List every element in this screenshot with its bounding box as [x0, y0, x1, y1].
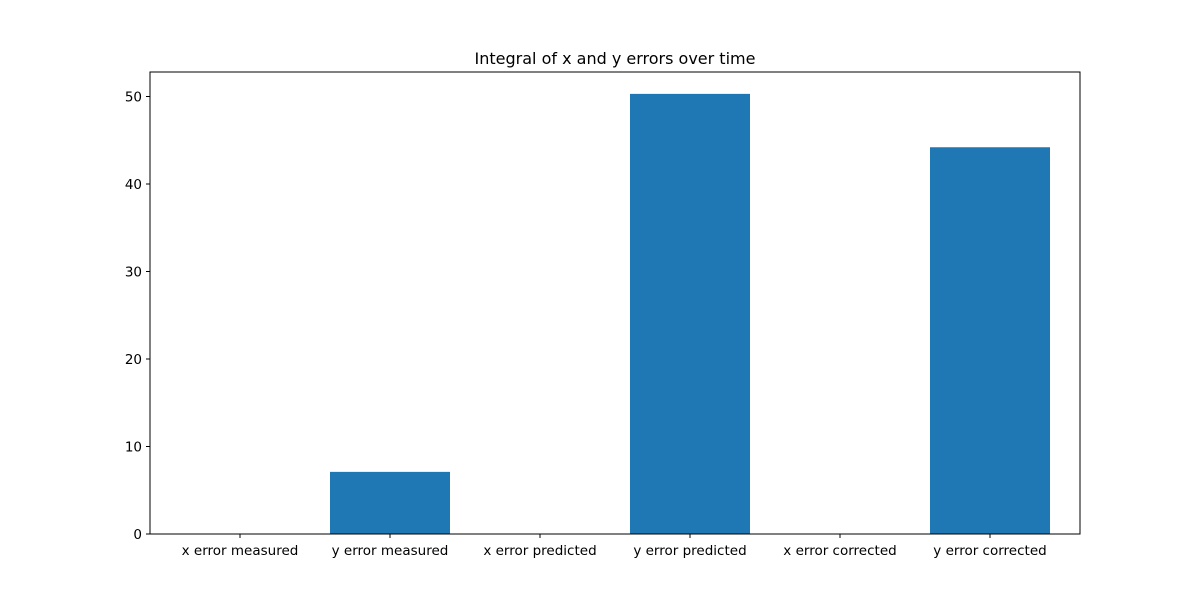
- x-tick-label: y error corrected: [933, 543, 1046, 559]
- y-tick-label: 50: [125, 90, 142, 106]
- y-tick-label: 10: [125, 440, 142, 456]
- bar-5: [930, 147, 1050, 534]
- x-tick-label: x error predicted: [483, 543, 596, 559]
- x-tick-label: y error measured: [332, 543, 449, 559]
- x-tick-label: x error corrected: [783, 543, 896, 559]
- y-axis: 0 10 20 30 40 50: [125, 90, 150, 543]
- y-tick-label: 20: [125, 352, 142, 368]
- x-tick-label: y error predicted: [633, 543, 746, 559]
- plot-frame: [149, 71, 1081, 535]
- x-axis: x error measured y error measured x error …: [182, 534, 1047, 559]
- y-tick-label: 0: [133, 527, 142, 543]
- y-tick-label: 40: [125, 177, 142, 193]
- bar-3: [630, 93, 750, 534]
- bars-layer: [330, 93, 1050, 534]
- bar-1: [330, 471, 450, 534]
- y-tick-label: 30: [125, 265, 142, 281]
- x-tick-label: x error measured: [182, 543, 299, 559]
- chart-title: Integral of x and y errors over time: [475, 49, 756, 68]
